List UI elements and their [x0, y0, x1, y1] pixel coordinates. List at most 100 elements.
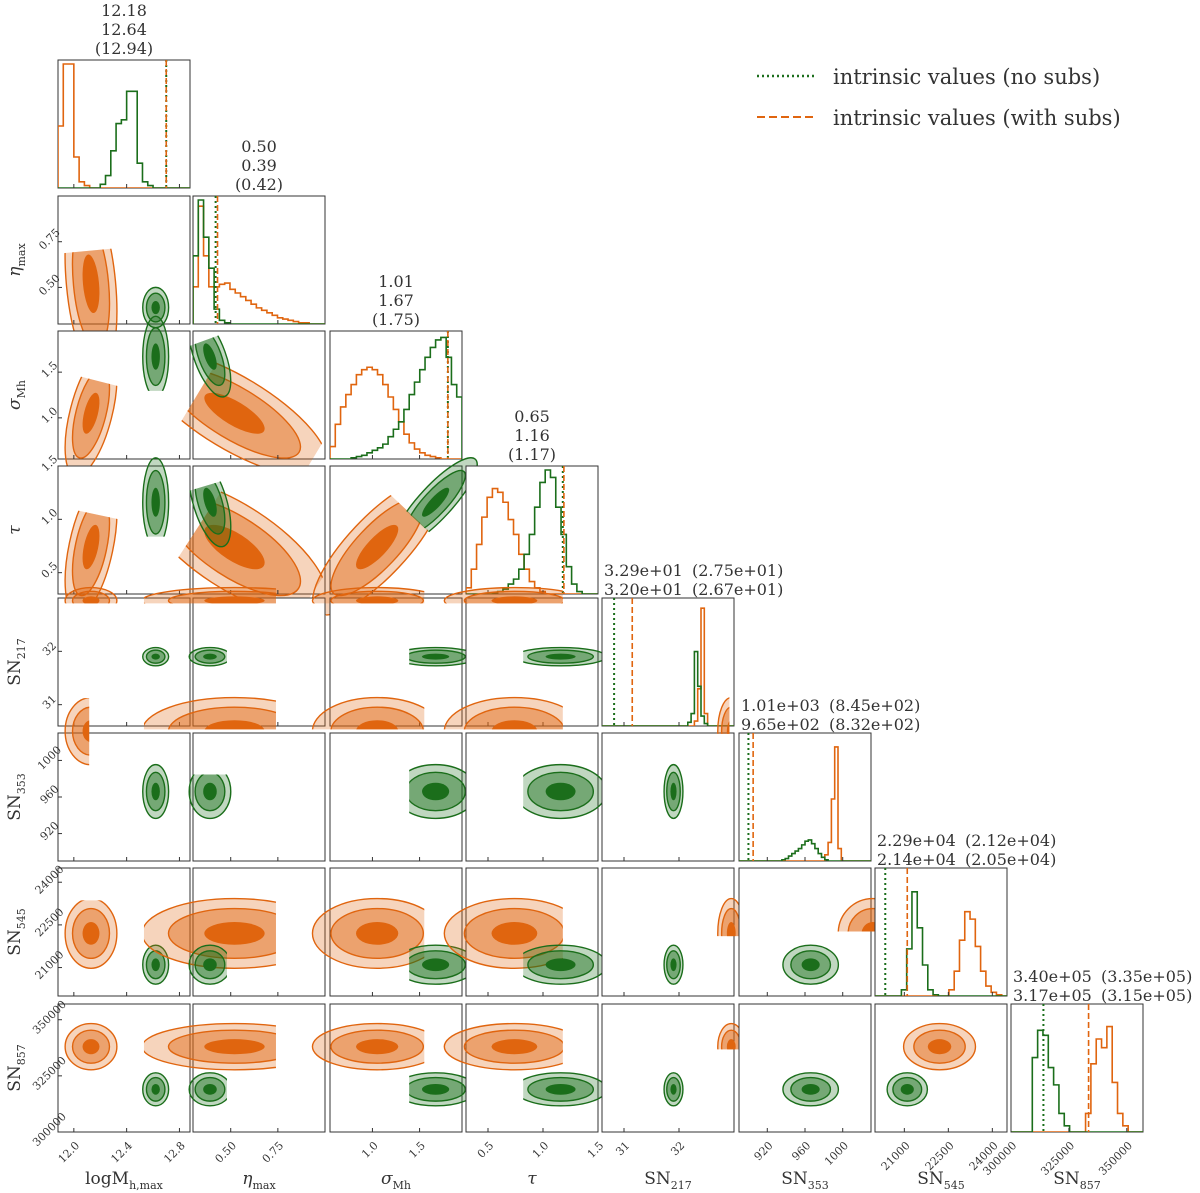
hist-with-subs [466, 487, 598, 594]
title-intrinsic: (12.94) [95, 39, 153, 58]
title-no-subs-intrinsic: (8.32e+02) [829, 715, 920, 734]
panel-frame [601, 732, 735, 862]
title-with-subs-intrinsic: (3.35e+05) [1101, 967, 1192, 986]
contour-core-no-subs [151, 343, 160, 370]
contour-core-with-subs [726, 1039, 736, 1050]
x-axis-label-eta: ηmax [242, 1169, 276, 1192]
contour-core-with-subs [491, 720, 537, 730]
corner-panels: 12.1812.64(12.94)0.500.39(0.42)1.011.67(… [5, 1, 1192, 1192]
x-tick-label: 1000 [822, 1139, 851, 1168]
contour-core-no-subs [670, 958, 677, 972]
contour-core-no-subs [151, 1083, 160, 1095]
panel-SN857-vs-logMh [57, 1003, 191, 1133]
contour-core-with-subs [491, 1039, 538, 1055]
panel-eta-vs-logMh [57, 195, 191, 375]
hist-with-subs [193, 205, 325, 324]
y-axis-label-eta: ηmax [5, 243, 28, 277]
panel-frame [57, 1003, 191, 1133]
y-tick-label: 1.5 [39, 359, 61, 381]
x-axis-label-tau: τ [527, 1169, 537, 1189]
contour-core-no-subs [670, 1083, 677, 1095]
hist-with-subs [58, 63, 190, 188]
x-tick-label: 32 [668, 1139, 687, 1158]
contour-middle-with-subs [463, 706, 563, 730]
hist-no-subs [1011, 1029, 1143, 1132]
panel-SN545-vs-eta [143, 867, 326, 997]
contour-core-no-subs [545, 653, 576, 660]
contour-core-with-subs [491, 922, 538, 945]
contour-core-no-subs [422, 1083, 450, 1095]
panel-sigma-vs-logMh [57, 315, 191, 477]
contour-core-with-subs [204, 524, 265, 570]
y-axis-label-SN545: SN545 [5, 908, 28, 956]
panel-frame [329, 330, 463, 460]
hist-with-subs [330, 366, 462, 459]
contour-core-with-subs [204, 1039, 265, 1055]
contour-core-no-subs [545, 958, 576, 972]
panel-SN353-vs-sigma [311, 696, 478, 862]
contour-core-with-subs [356, 1039, 399, 1055]
title-no-subs: 3.20e+01 [604, 580, 683, 599]
contour-core-no-subs [203, 782, 217, 801]
x-axis-label-SN545: SN545 [917, 1169, 965, 1192]
panel-frame [57, 59, 191, 189]
contour-core-no-subs [545, 1083, 576, 1095]
panel-SN857-vs-tau [443, 1003, 608, 1133]
contour-core-no-subs [151, 958, 160, 972]
panel-SN217-vs-sigma [311, 586, 478, 727]
contour-core-with-subs [927, 1039, 952, 1055]
contour-core-with-subs [82, 596, 100, 604]
title-no-subs-intrinsic: (3.15e+05) [1101, 986, 1192, 1005]
contour-core-no-subs [422, 782, 450, 801]
panel-tau-vs-logMh [57, 457, 191, 616]
title-no-subs-intrinsic: (2.05e+04) [965, 850, 1056, 869]
x-tick-label: 12.8 [161, 1139, 188, 1166]
contour-core-no-subs [422, 958, 450, 972]
panel-SN857-vs-SN217 [601, 1003, 746, 1133]
title-with-subs: 0.65 [514, 407, 550, 426]
panel-SN353-vs-eta [143, 696, 326, 862]
contour-core-no-subs [203, 487, 217, 517]
panel-tau-vs-sigma [311, 457, 478, 616]
contour-middle-with-subs [71, 706, 90, 756]
x-tick-label: 1.0 [359, 1139, 381, 1161]
title-no-subs: 1.67 [378, 291, 414, 310]
panel-SN353-vs-tau [443, 696, 608, 862]
hist-no-subs [739, 839, 871, 861]
x-tick-label: 1.5 [585, 1139, 607, 1161]
title-intrinsic: (0.42) [235, 175, 283, 194]
panel-frame [192, 1003, 326, 1133]
title-with-subs: 12.18 [101, 1, 147, 20]
contour-core-with-subs [726, 720, 730, 734]
y-tick-label: 1.0 [39, 405, 61, 427]
title-with-subs: 1.01 [378, 272, 414, 291]
x-tick-label: 31 [613, 1139, 632, 1158]
panel-frame [192, 195, 326, 325]
panel-SN545-vs-tau [443, 867, 608, 997]
contour-core-no-subs [422, 487, 450, 517]
panel-frame [738, 732, 872, 862]
hist-no-subs [58, 90, 190, 188]
y-axis-label-sigma: σMh [5, 380, 28, 410]
panel-frame [601, 597, 735, 727]
contour-core-no-subs [203, 343, 217, 370]
x-axis-label-sigma: σMh [381, 1169, 411, 1192]
contour-core-no-subs [801, 958, 820, 972]
panel-frame [329, 597, 463, 727]
hist-no-subs [875, 891, 1007, 996]
panel-sigma-vs-sigma: 1.011.67(1.75) [329, 272, 463, 460]
y-tick-label: 1.0 [39, 506, 61, 528]
panel-SN217-vs-tau [443, 586, 608, 727]
panel-frame [57, 597, 191, 727]
panel-frame [874, 867, 1008, 997]
contour-core-with-subs [204, 392, 265, 434]
title-with-subs: 1.01e+03 [741, 696, 820, 715]
y-tick-label: 31 [40, 693, 59, 712]
y-axis-label-SN353: SN353 [5, 773, 28, 821]
y-axis-label-tau: τ [5, 525, 25, 535]
x-tick-label: 920 [752, 1139, 776, 1163]
panel-SN857-vs-SN545 [874, 1003, 1008, 1133]
title-intrinsic: (1.75) [372, 310, 420, 329]
title-with-subs-intrinsic: (2.75e+01) [692, 561, 783, 580]
contour-core-no-subs [801, 1083, 820, 1095]
